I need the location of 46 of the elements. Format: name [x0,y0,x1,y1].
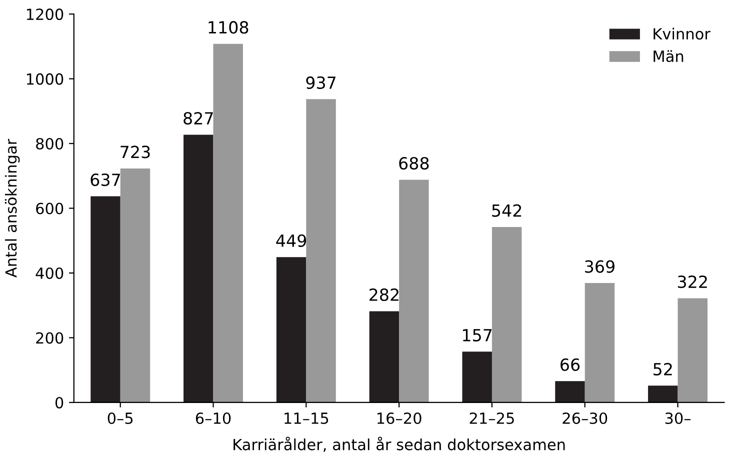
bar [584,283,615,402]
data-label: 66 [560,358,580,371]
y-tick-label: 800 [36,138,64,150]
data-label: 449 [276,234,306,247]
bar [462,352,492,402]
bar [184,134,214,402]
data-label: 637 [90,174,120,186]
y-tick-label: 1000 [26,73,64,85]
bar [90,196,120,402]
data-label: 322 [678,275,707,288]
data-label: 937 [306,76,336,89]
y-tick-label: 400 [36,267,64,280]
y-axis-title: Antal ansökningar [4,138,20,278]
x-tick-label: 0–5 [108,412,133,424]
bar [306,99,336,402]
bar [492,227,522,402]
bar [213,44,243,402]
x-axis-title: Karriärålder, antal år sedan doktorsexamen [234,436,565,452]
data-label: 1108 [208,21,248,34]
legend-label: Kvinnor [654,28,710,40]
y-tick-label: 600 [36,202,64,214]
y-tick-label: 200 [36,332,64,344]
bar [369,311,400,402]
data-label: 282 [370,288,398,302]
x-tick-label: 30– [665,412,691,424]
x-tick-label: 26–30 [562,412,608,424]
bar [399,180,429,402]
data-label: 827 [184,112,213,125]
data-label: 157 [463,329,492,342]
bar [648,386,678,402]
data-label: 688 [399,156,429,170]
data-label: 369 [585,260,614,273]
bar [555,381,585,402]
bar [120,168,150,402]
bar [276,257,306,402]
y-tick-label: 1200 [26,8,64,20]
data-label: 542 [492,204,522,217]
data-label: 52 [654,362,672,376]
x-tick-label: 11–15 [284,412,328,424]
legend-label: Män [654,50,684,62]
x-tick-label: 16–20 [377,412,422,424]
y-tick-label: 0 [55,396,64,408]
x-tick-label: 6–10 [196,412,231,424]
x-tick-label: 21–25 [470,412,514,424]
data-label: 723 [120,146,150,158]
bar [678,298,708,402]
